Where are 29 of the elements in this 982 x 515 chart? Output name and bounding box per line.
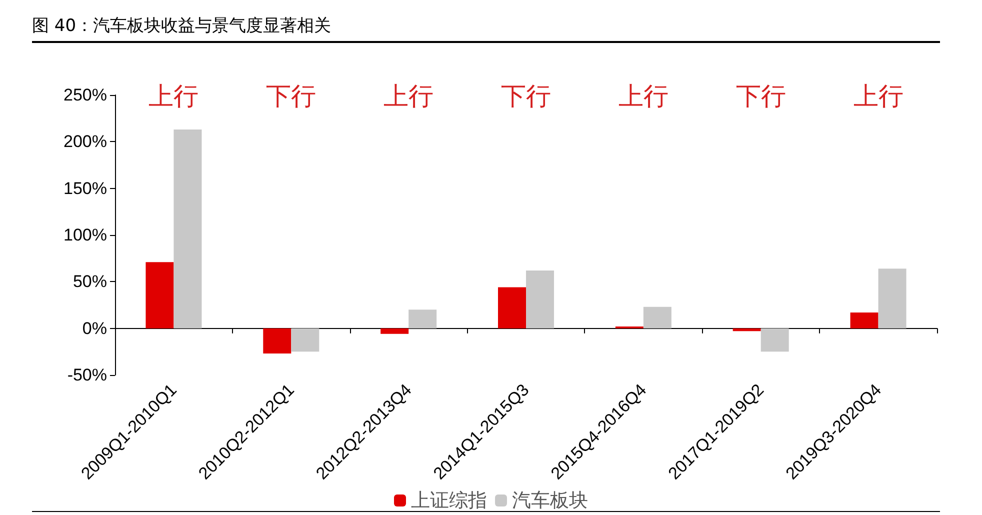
- y-tick-label: 0%: [82, 318, 107, 338]
- annotation: 上行: [853, 82, 904, 110]
- legend-label: 汽车板块: [512, 490, 588, 512]
- bar: [263, 328, 292, 354]
- bar: [146, 262, 174, 328]
- bar: [291, 328, 320, 352]
- y-tick-label: 250%: [64, 86, 107, 104]
- bar: [850, 312, 878, 328]
- annotation: 上行: [384, 82, 434, 110]
- y-tick-label: -50%: [67, 366, 107, 384]
- annotation: 下行: [501, 82, 551, 110]
- y-tick-label: 100%: [64, 226, 107, 244]
- y-tick-label: 200%: [64, 132, 107, 152]
- annotation: 下行: [266, 82, 316, 110]
- annotation: 上行: [618, 82, 668, 110]
- bar: [526, 270, 554, 328]
- y-tick-label: 50%: [72, 272, 107, 292]
- bar: [878, 268, 906, 328]
- bar: [174, 130, 202, 328]
- bar: [643, 306, 672, 328]
- annotation: 上行: [148, 82, 199, 110]
- annotation: 下行: [736, 82, 786, 110]
- bar: [760, 328, 789, 352]
- bar: [408, 310, 437, 328]
- bar: [380, 328, 409, 334]
- chart-title: 图 40：汽车板块收益与景气度显著相关: [32, 14, 940, 43]
- legend-label: 上证综指: [411, 490, 487, 512]
- bar: [498, 287, 526, 328]
- y-tick-label: 150%: [64, 178, 107, 198]
